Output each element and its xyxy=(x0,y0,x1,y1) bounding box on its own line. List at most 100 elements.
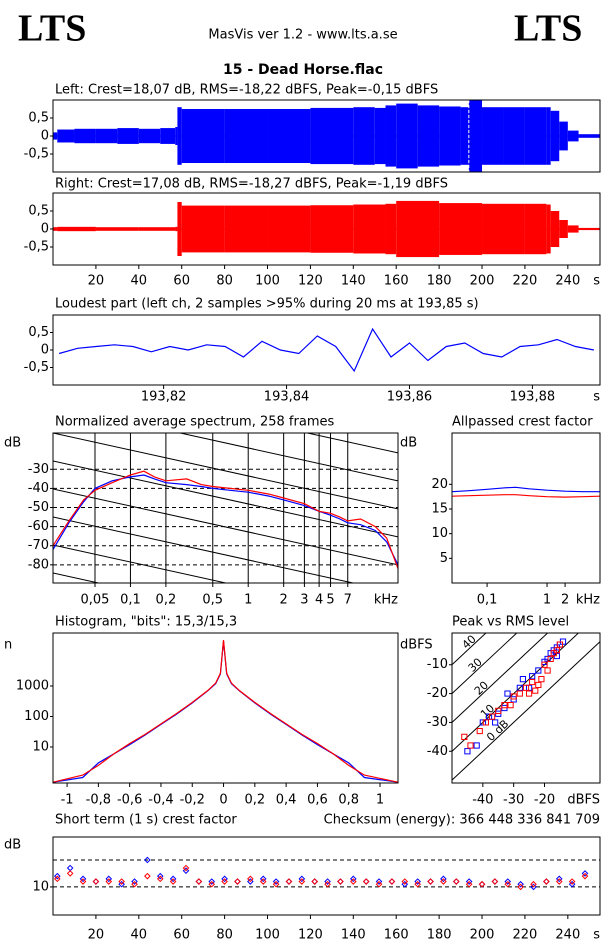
panel-title: Allpassed crest factor xyxy=(452,415,593,430)
point xyxy=(556,641,564,648)
point xyxy=(375,880,383,888)
y-tick-label: 0 xyxy=(41,129,49,144)
point xyxy=(535,681,542,689)
point xyxy=(195,878,203,885)
point xyxy=(298,878,306,885)
point xyxy=(182,864,190,872)
x-tick-label: 193,84 xyxy=(264,390,310,405)
x-unit: kHz xyxy=(374,593,398,608)
point xyxy=(156,872,164,880)
x-tick-label: 2 xyxy=(561,593,569,608)
point xyxy=(440,875,447,883)
series-line xyxy=(53,640,398,783)
x-tick-label: 200 xyxy=(470,274,495,289)
x-tick-label: 7 xyxy=(344,593,352,608)
x-tick-label: 180 xyxy=(427,928,452,943)
point xyxy=(553,652,560,660)
point xyxy=(79,878,87,885)
point xyxy=(476,727,483,735)
point xyxy=(272,878,280,885)
point xyxy=(362,878,370,885)
x-tick-label: -1 xyxy=(61,793,74,808)
point xyxy=(461,733,468,740)
y-tick-label: -0,5 xyxy=(24,360,49,375)
panel-frame xyxy=(451,632,601,784)
point xyxy=(517,883,524,891)
point xyxy=(516,684,523,691)
x-tick-label: 140 xyxy=(341,928,366,943)
x-tick-label: 5 xyxy=(326,593,334,608)
logo-right: LTS xyxy=(514,8,582,50)
x-tick-label: 80 xyxy=(216,274,233,289)
point xyxy=(465,878,473,885)
x-tick-label: 0,4 xyxy=(276,793,297,808)
point xyxy=(467,742,474,749)
point xyxy=(221,875,228,883)
x-tick-label: 220 xyxy=(513,928,538,943)
point xyxy=(324,880,331,888)
point xyxy=(350,875,357,883)
x-tick-label: 40 xyxy=(131,928,148,943)
series-line xyxy=(452,486,600,493)
point xyxy=(79,875,87,883)
x-tick-label: -0,6 xyxy=(117,793,142,808)
x-tick-label: 20 xyxy=(88,274,105,289)
point xyxy=(501,702,508,709)
point xyxy=(259,878,267,885)
x-tick-label: 0,2 xyxy=(156,593,177,608)
y-tick-label: 10 xyxy=(431,526,448,541)
point xyxy=(559,638,567,645)
y-tick-label: 0 xyxy=(41,222,49,237)
panel-title: Left: Crest=18,07 dB, RMS=-18,22 dBFS, P… xyxy=(55,83,438,98)
point xyxy=(488,713,496,720)
point xyxy=(568,880,576,888)
point xyxy=(482,719,490,726)
panel-title: Normalized average spectrum, 258 frames xyxy=(55,415,334,430)
point xyxy=(234,878,241,885)
y-unit: dB xyxy=(4,838,21,853)
y-tick-label: 15 xyxy=(431,501,448,516)
diagonal xyxy=(452,640,600,781)
point xyxy=(543,878,550,885)
x-tick-label: 60 xyxy=(173,274,190,289)
deco-diagonal xyxy=(177,433,398,482)
point xyxy=(516,690,523,697)
point xyxy=(144,872,151,880)
point xyxy=(401,880,409,888)
deco-diagonal xyxy=(53,516,356,583)
y-tick-label: -80 xyxy=(28,557,49,572)
y-unit: n xyxy=(4,638,12,653)
point xyxy=(221,878,228,885)
point xyxy=(530,883,537,891)
diagonal xyxy=(452,633,549,724)
point xyxy=(169,875,177,883)
x-tick-label: 0 xyxy=(219,793,227,808)
point xyxy=(311,878,319,885)
x-tick-label: -20 xyxy=(534,793,555,808)
y-tick-label: -50 xyxy=(28,500,49,515)
point xyxy=(285,878,293,885)
y-tick-label: -60 xyxy=(28,519,49,534)
y-tick-label: -0,5 xyxy=(24,240,49,255)
plot-area xyxy=(53,640,398,783)
point xyxy=(535,667,542,674)
track-title: 15 - Dead Horse.flac xyxy=(223,62,383,78)
x-tick-label: 100 xyxy=(255,928,280,943)
x-tick-label: 20 xyxy=(88,928,105,943)
point xyxy=(492,719,499,726)
point xyxy=(473,742,480,749)
point xyxy=(414,880,421,888)
x-tick-label: 240 xyxy=(555,274,580,289)
point xyxy=(414,878,421,885)
deco-diagonal xyxy=(305,433,398,454)
plot-area xyxy=(53,200,600,258)
point xyxy=(504,690,511,697)
x-tick-label: 0,1 xyxy=(120,593,141,608)
point xyxy=(105,875,113,883)
y-unit: dBFS xyxy=(400,638,433,653)
panel-title: Peak vs RMS level xyxy=(452,615,569,630)
x-tick-label: 3 xyxy=(300,593,308,608)
point xyxy=(131,880,138,888)
y-tick-label: -40 xyxy=(427,744,448,759)
x-tick-label: 160 xyxy=(384,928,409,943)
